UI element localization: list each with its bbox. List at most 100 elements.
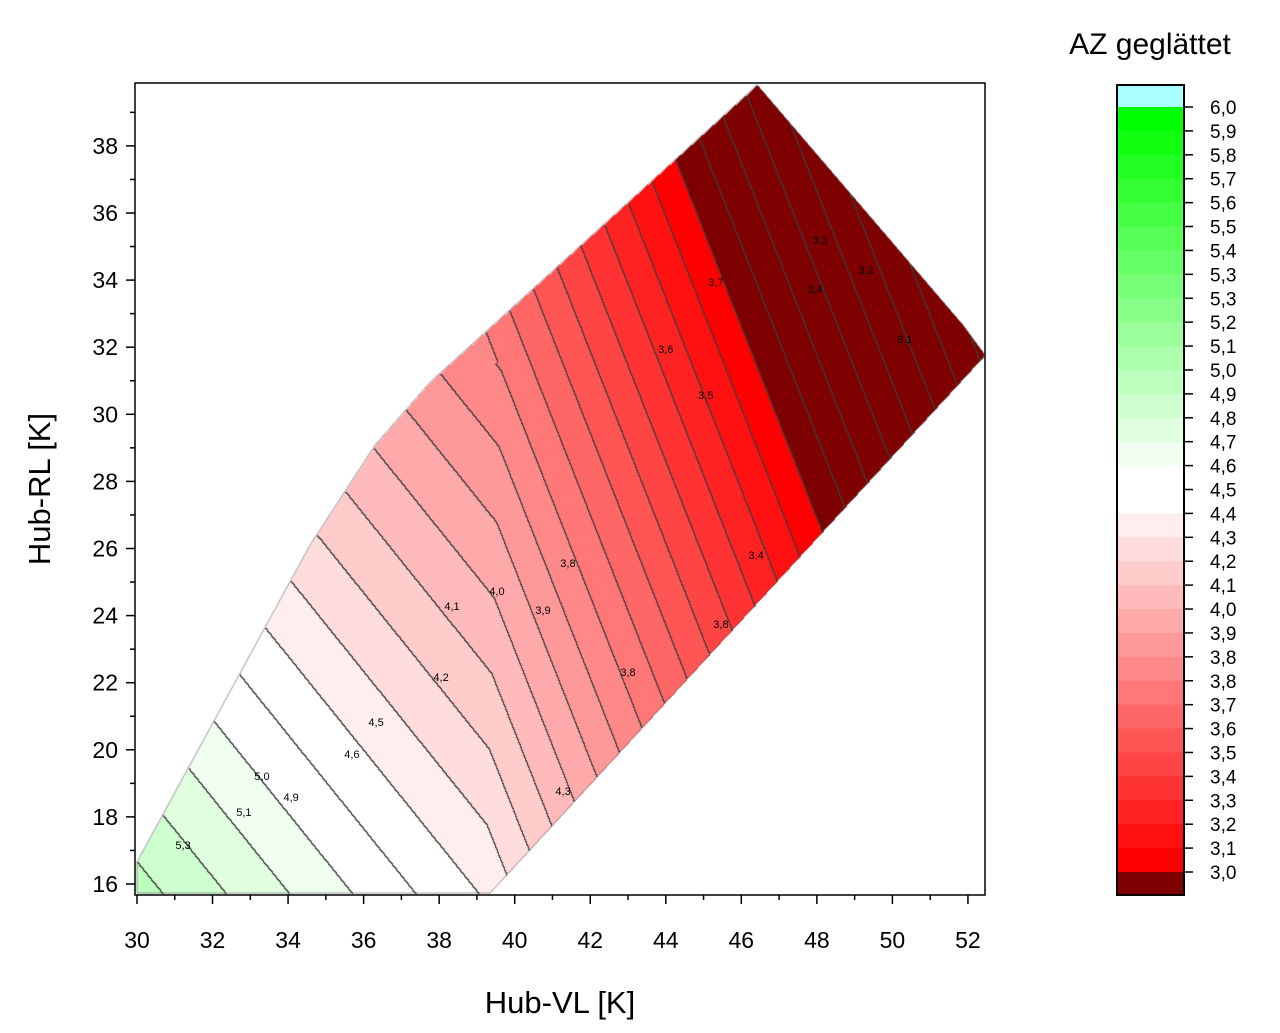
colorbar-label: 5,7 — [1210, 170, 1236, 191]
colorbar-band — [1117, 752, 1184, 777]
colorbar-label: 4,9 — [1210, 385, 1236, 406]
x-tick-label: 38 — [426, 927, 452, 953]
colorbar-band — [1117, 441, 1184, 467]
colorbar-band — [1117, 250, 1184, 275]
colorbar-band — [1117, 680, 1184, 706]
contour-label: 3,3 — [812, 235, 827, 247]
colorbar-label: 4,1 — [1210, 576, 1236, 597]
colorbar-band — [1117, 609, 1184, 634]
x-tick-label: 30 — [124, 927, 150, 953]
colorbar-label: 4,2 — [1210, 552, 1236, 573]
y-tick-label: 20 — [92, 737, 118, 763]
contour-label: 4,6 — [344, 749, 359, 761]
x-tick-label: 36 — [351, 927, 377, 953]
colorbar-band — [1117, 489, 1184, 514]
contour-label: 3,6 — [658, 344, 673, 356]
colorbar-band — [1117, 202, 1184, 228]
x-tick-label: 52 — [955, 927, 981, 953]
colorbar-label: 4,3 — [1210, 528, 1236, 549]
y-tick-label: 24 — [92, 603, 118, 629]
colorbar-label: 5,3 — [1210, 265, 1236, 286]
colorbar-band — [1117, 154, 1184, 180]
colorbar-band — [1117, 848, 1184, 873]
colorbar-label: 3,3 — [1210, 791, 1236, 812]
colorbar-band — [1117, 393, 1184, 419]
x-axis-title: Hub-VL [K] — [485, 985, 635, 1020]
contour-labels: 3,3 3,2 3,7 3,4 3,6 3,1 3,5 3,4 3,8 4,0 4,1 3,9 3,8 4… — [175, 235, 912, 852]
colorbar: 6,0 5,9 5,8 5,7 5,6 5,55,4 5,3 5,3 5,2 5,1 5,0 4,9 4… — [1116, 84, 1237, 896]
x-tick-label: 34 — [275, 927, 301, 953]
colorbar-label: 3,5 — [1210, 743, 1236, 764]
colorbar-band — [1117, 226, 1184, 251]
contour-label: 3,4 — [748, 550, 763, 562]
contour-label: 4,5 — [368, 717, 383, 729]
colorbar-label: 3,4 — [1210, 767, 1237, 788]
colorbar-band — [1117, 130, 1184, 156]
contour-label: 3,5 — [698, 390, 713, 402]
contour-label: 3,4 — [807, 284, 822, 296]
colorbar-band — [1117, 513, 1184, 538]
colorbar-band — [1117, 274, 1184, 299]
contour-label: 5,0 — [254, 771, 269, 783]
colorbar-label: 5,5 — [1210, 218, 1236, 239]
colorbar-band — [1117, 585, 1184, 610]
y-tick-label: 28 — [92, 468, 118, 494]
colorbar-label: 3,7 — [1210, 696, 1236, 717]
contour-label: 3,9 — [535, 605, 550, 617]
colorbar-label: 5,0 — [1210, 361, 1236, 382]
colorbar-band — [1117, 346, 1184, 371]
colorbar-band-below — [1117, 872, 1184, 895]
contour-label: 3,7 — [708, 277, 723, 289]
colorbar-label: 4,4 — [1210, 504, 1237, 525]
y-tick-label: 22 — [92, 670, 118, 696]
colorbar-label: 3,8 — [1210, 648, 1236, 669]
colorbar-band — [1117, 107, 1184, 132]
colorbar-label: 5,6 — [1210, 194, 1236, 215]
y-tick-label: 26 — [92, 536, 118, 562]
colorbar-band — [1117, 656, 1184, 682]
colorbar-label: 4,0 — [1210, 600, 1236, 621]
colorbar-band — [1117, 465, 1184, 490]
x-tick-label: 50 — [880, 927, 906, 953]
colorbar-band — [1117, 178, 1184, 204]
x-axis: 30 32 34 36 38 40 42 44 46 48 50 52 — [124, 895, 981, 953]
x-tick-label: 48 — [804, 927, 830, 953]
contour-label: 4,2 — [433, 672, 448, 684]
contour-label: 4,1 — [444, 601, 459, 613]
colorbar-band — [1117, 417, 1184, 443]
y-tick-label: 36 — [92, 200, 118, 226]
colorbar-title: AZ geglättet — [1069, 28, 1231, 61]
colorbar-band — [1117, 537, 1184, 562]
colorbar-band — [1117, 776, 1184, 801]
colorbar-label: 5,2 — [1210, 313, 1236, 334]
x-tick-label: 40 — [502, 927, 528, 953]
colorbar-label: 3,1 — [1210, 839, 1236, 860]
colorbar-label: 5,1 — [1210, 337, 1236, 358]
y-tick-label: 18 — [92, 804, 118, 830]
y-tick-label: 38 — [92, 133, 118, 159]
contour-label: 4,9 — [283, 792, 298, 804]
x-tick-label: 46 — [729, 927, 755, 953]
colorbar-band — [1117, 728, 1184, 753]
contour-label: 5,3 — [175, 840, 190, 852]
contour-label: 4,0 — [489, 586, 504, 598]
contour-label: 3,2 — [858, 265, 873, 277]
y-tick-label: 32 — [92, 334, 118, 360]
colorbar-label: 6,0 — [1210, 98, 1236, 119]
colorbar-label: 4,8 — [1210, 409, 1236, 430]
contour-label: 3,8 — [560, 558, 575, 570]
colorbar-band — [1117, 824, 1184, 849]
contour-label: 3,8 — [620, 667, 635, 679]
y-tick-label: 30 — [92, 401, 118, 427]
colorbar-band — [1117, 369, 1184, 395]
colorbar-label: 5,4 — [1210, 241, 1237, 262]
colorbar-label: 4,7 — [1210, 433, 1236, 454]
x-tick-label: 42 — [577, 927, 603, 953]
contour-label: 4,3 — [555, 786, 570, 798]
colorbar-band — [1117, 704, 1184, 730]
colorbar-label: 4,5 — [1210, 481, 1236, 502]
colorbar-label: 3,0 — [1210, 863, 1236, 884]
colorbar-label: 4,6 — [1210, 457, 1236, 478]
y-tick-label: 34 — [92, 267, 118, 293]
